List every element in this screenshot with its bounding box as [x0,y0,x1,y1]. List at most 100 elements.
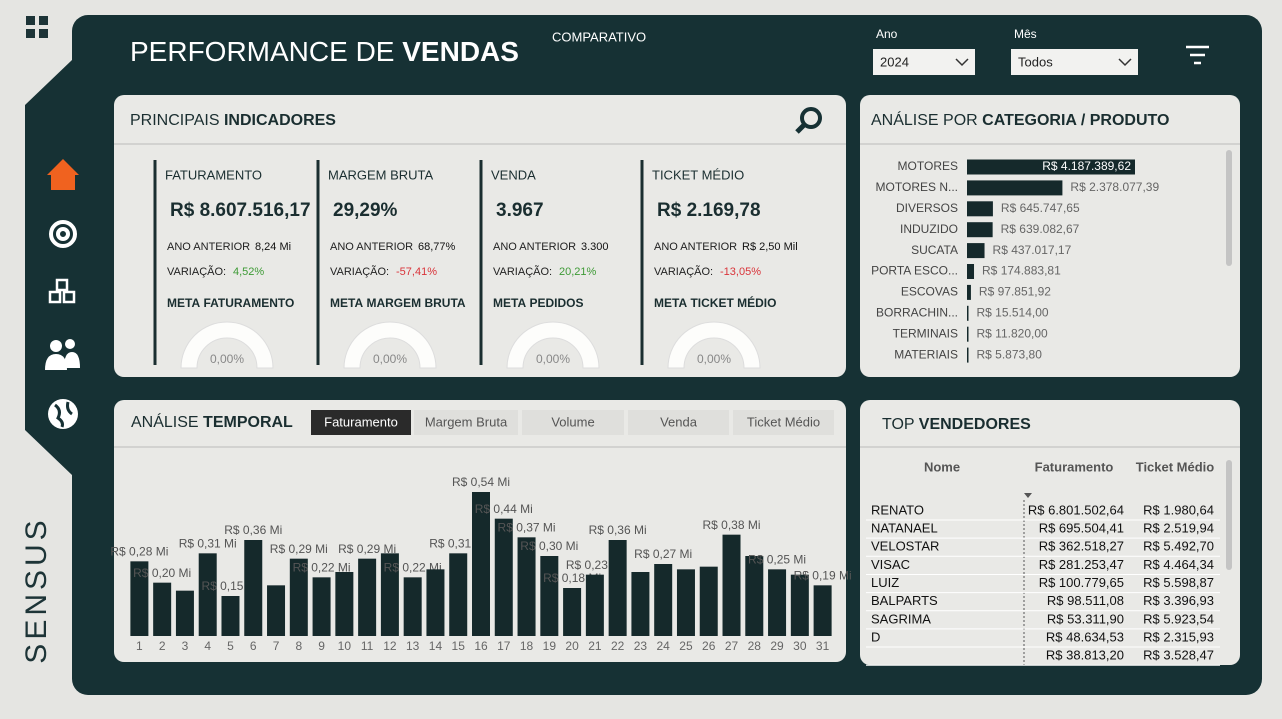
data-label: R$ 0,36 Mi [589,523,647,537]
bar [358,558,377,636]
text-light: META [330,296,363,310]
column-header: Nome [924,459,960,474]
cell-name: BALPARTS [871,593,938,608]
kpi-prev: 68,77% [418,241,456,253]
nav-products[interactable] [48,278,76,304]
kpi-var-label: VARIAÇÃO: [330,265,389,278]
tab[interactable] [414,410,518,435]
kpi-var: -13,05% [720,266,761,278]
data-label: R$ 0,20 Mi [133,566,191,580]
text-bold: TICKET MÉDIO [690,295,776,310]
gauge-value: 0,00% [210,352,244,366]
bar [967,180,1063,196]
kpi-prev-label: ANO ANTERIOR [167,241,250,253]
cell-faturamento: R$ 6.801.502,64 [1028,502,1124,517]
cell-ticket: R$ 5.923,54 [1143,611,1214,626]
dropdown[interactable] [1011,49,1138,75]
search-icon[interactable] [795,107,822,134]
kpi-meta: META MARGEM BRUTA [330,296,466,310]
bar [631,572,650,636]
cell-ticket: R$ 2.315,93 [1143,629,1214,644]
x-tick-label: 11 [361,639,374,653]
data-label: R$ 174.883,81 [982,264,1061,278]
tab[interactable] [522,410,624,435]
data-label: R$ 0,28 Mi [110,545,168,559]
bar [426,569,445,636]
gauge-value: 0,00% [697,352,731,366]
tab[interactable] [733,410,834,435]
gauge [506,321,600,369]
nav-home[interactable] [47,159,79,190]
column-header: Faturamento [1035,459,1114,474]
bar [175,590,194,636]
cell-ticket: R$ 4.464,34 [1143,557,1214,572]
tab[interactable] [311,410,411,435]
data-label: R$ 0,44 Mi [475,502,533,516]
sort-arrow[interactable] [1024,493,1032,498]
text-light: META [493,296,526,310]
category-label: SUCATA [911,243,958,257]
tab-label[interactable]: Volume [551,414,594,429]
x-tick-label: 9 [318,639,325,653]
comparativo[interactable]: COMPARATIVO [552,29,646,44]
bar [449,553,468,636]
kpi-var-label: VARIAÇÃO: [167,265,226,278]
data-label: R$ 15.514,00 [977,305,1049,319]
x-tick-label: 24 [657,639,671,653]
filter-mes[interactable]: Mês Todos [1011,27,1138,75]
tab-label[interactable]: Venda [660,414,698,429]
filter-ano[interactable]: Ano 2024 [873,27,975,75]
cell-faturamento: R$ 281.253,47 [1039,557,1124,572]
x-tick-label: 21 [588,639,602,653]
bar [967,264,975,279]
x-tick-label: 1 [136,639,143,653]
scrollbar[interactable] [1226,150,1232,266]
tab-label[interactable]: Margem Bruta [425,414,508,429]
data-label: R$ 0,19 Mi [794,569,852,583]
data-label: R$ 0,27 Mi [634,547,692,561]
bar [676,569,695,636]
page-title: PERFORMANCE DE VENDAS [130,36,519,67]
cell-faturamento: R$ 48.634,53 [1046,629,1124,644]
kpi-value: R$ 8.607.516,17 [170,200,311,221]
cell-name: D [871,629,880,644]
nav-target[interactable] [49,220,77,248]
text-light: PRINCIPAIS [130,112,220,129]
data-label: R$ 0,29 Mi [270,542,328,556]
data-label: R$ 0,22 Mi [293,561,351,575]
scrollbar[interactable] [1226,460,1232,570]
bar [790,574,809,636]
x-tick-label: 4 [204,639,211,653]
kpi-prev-label: ANO ANTERIOR [493,241,576,253]
bar [967,243,985,259]
chevron [1118,58,1132,67]
data-label: R$ 437.017,17 [993,243,1072,257]
menu-icon[interactable] [26,16,48,38]
tab-label[interactable]: Faturamento [324,414,398,429]
filter-icon[interactable] [1186,45,1209,65]
x-tick-label: 30 [793,639,807,653]
x-tick-label: 5 [227,639,234,653]
cell-faturamento: R$ 38.813,20 [1046,648,1124,663]
tab-label[interactable]: Ticket Médio [747,414,820,429]
bar [585,574,604,636]
bar [312,577,331,636]
kpi-prev-label: ANO ANTERIOR [330,241,413,253]
nav-globe[interactable] [48,399,78,429]
panel-title: TOP VENDEDORES [882,416,1031,433]
nav-people[interactable] [45,339,80,370]
data-label: R$ 0,54 Mi [452,475,510,489]
bar [130,561,149,636]
cell-ticket: R$ 5.492,70 [1143,539,1214,554]
x-tick-label: 28 [748,639,762,653]
category-label: ESCOVAS [901,285,958,299]
bar [517,537,536,636]
cell-faturamento: R$ 98.511,08 [1047,593,1124,608]
tab[interactable] [628,410,729,435]
kpi-prev-label: ANO ANTERIOR [654,241,737,253]
panel-title: PRINCIPAIS INDICADORES [130,112,336,129]
text-bold: PEDIDOS [529,296,583,310]
bar [967,284,971,300]
x-tick-label: 12 [383,639,397,653]
